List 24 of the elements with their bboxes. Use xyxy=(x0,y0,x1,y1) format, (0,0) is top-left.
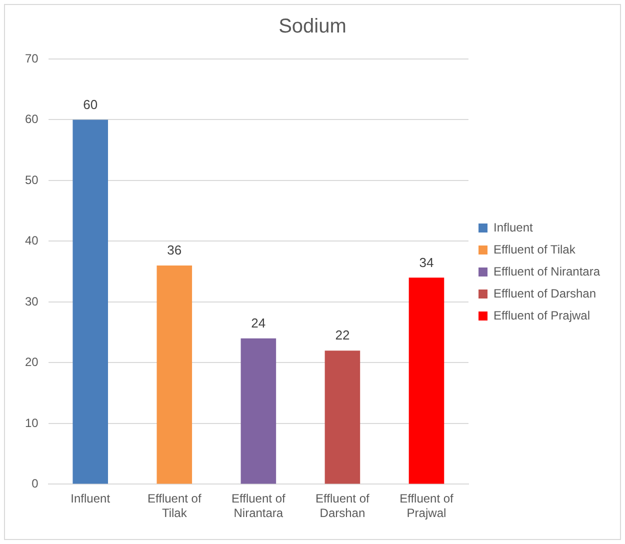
y-tick-label: 60 xyxy=(24,112,39,126)
y-tick-label: 50 xyxy=(24,172,39,187)
y-tick-label: 70 xyxy=(24,51,39,66)
data-label: 34 xyxy=(419,254,434,270)
legend-label: Effluent of Prajwal xyxy=(493,308,590,322)
y-tick-label: 10 xyxy=(24,416,39,430)
legend-label: Effluent of Tilak xyxy=(493,242,576,256)
chart-title: Sodium xyxy=(278,16,346,38)
x-tick-label: Effluent of Prajwal xyxy=(400,492,454,520)
data-label: 60 xyxy=(83,96,98,112)
data-label: 22 xyxy=(335,328,350,343)
data-label: 24 xyxy=(251,315,266,330)
y-tick-label: 30 xyxy=(24,294,39,308)
legend-label: Effluent of Nirantara xyxy=(493,264,600,278)
y-tick-label: 40 xyxy=(24,234,39,248)
x-tick-label: Effluent of Nirantara xyxy=(232,492,286,520)
y-tick-label: 20 xyxy=(24,355,39,370)
data-label: 36 xyxy=(167,242,182,258)
legend-label: Effluent of Darshan xyxy=(493,286,596,300)
x-tick-label: Effluent of Tilak xyxy=(147,492,202,520)
x-tick-label: Influent xyxy=(70,492,111,506)
y-tick-label: 0 xyxy=(32,476,39,491)
x-tick-label: Effluent of Darshan xyxy=(316,492,370,520)
legend-label: Influent xyxy=(493,220,534,234)
